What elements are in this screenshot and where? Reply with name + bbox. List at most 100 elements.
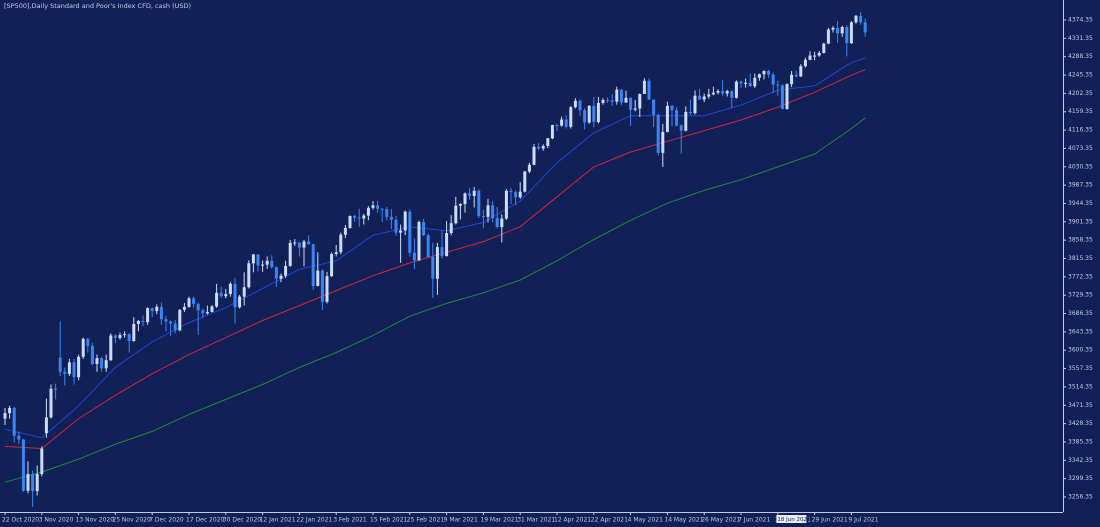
candle-body [339,234,343,253]
candle-body [721,90,725,94]
x-tick-label: 7 Jun 2021 [738,517,770,524]
y-tick-label: 3514.35 [1068,383,1093,390]
candle-body [348,215,352,228]
candle-body [693,95,697,114]
candle-body [173,323,177,331]
candle-body [316,270,320,286]
candle-body [118,335,122,339]
x-tick-label: 9 Jul 2021 [848,517,878,524]
candle-body [150,308,154,312]
candle-body [146,308,150,323]
candle-body [748,82,752,87]
candle-body [293,242,297,244]
candle-body [817,53,821,56]
candle-body [762,70,766,75]
x-tick-label: 12 Apr 2021 [554,517,591,524]
x-tick-label: 14 May 2021 [664,517,703,524]
candle-body [54,388,58,390]
x-tick-label: 30 Dec 2020 [223,517,262,524]
x-tick-label: 25 Feb 2021 [407,517,445,524]
candle-body [251,254,255,264]
x-tick-label: 9 Mar 2021 [444,517,478,524]
x-tick-label: 7 Dec 2020 [149,517,184,524]
y-tick-label: 4202.35 [1068,90,1093,97]
candle-body [679,125,683,131]
candle-body [596,102,600,123]
candle-body [224,294,228,297]
candle-body [527,164,531,172]
candle-body [21,439,25,491]
candle-body [532,146,536,165]
candle-body [311,244,315,286]
candle-body [537,146,541,149]
candle-body [141,320,145,323]
candle-body [468,193,472,196]
x-tick-label: 26 May 2021 [701,517,740,524]
candle-body [302,241,306,248]
candle-body [353,215,357,218]
candle-body [491,205,495,219]
candle-body [95,358,99,365]
y-tick-label: 3342.35 [1068,457,1093,464]
candle-body [799,66,803,77]
candle-body [49,388,53,418]
candle-body [320,270,324,302]
candle-body [601,99,605,103]
candle-body [8,407,12,414]
y-tick-label: 3987.35 [1068,182,1093,189]
candle-body [730,90,734,98]
candle-body [72,362,76,378]
x-tick-label: 29 Jun 2021 [812,517,848,524]
x-tick-label: 25 Nov 2020 [112,517,151,524]
candle-body [426,235,430,257]
x-tick-label: 31 Mar 2021 [517,517,555,524]
y-tick-label: 3772.35 [1068,273,1093,280]
candle-body [863,22,867,33]
candle-body [155,306,159,312]
y-tick-label: 3471.35 [1068,402,1093,409]
candle-body [58,357,62,372]
candle-body [435,247,439,279]
candle-body [550,125,554,139]
candle-body [417,221,421,261]
x-tick-label: 3 Nov 2020 [39,517,74,524]
candle-body [90,346,94,365]
candle-body [288,242,292,266]
candle-body [445,233,449,257]
candle-body [859,15,863,23]
y-tick-label: 4073.35 [1068,145,1093,152]
y-tick-label: 3428.35 [1068,420,1093,427]
candle-body [242,287,246,297]
y-tick-label: 3901.35 [1068,218,1093,225]
candle-body [458,204,462,206]
candle-body [247,263,251,288]
candle-body [380,208,384,210]
candle-body [362,215,366,219]
candle-body [164,319,168,322]
candle-body [431,256,435,279]
candle-body [325,276,329,302]
time-marker-box [776,515,807,523]
y-tick-label: 3600.35 [1068,347,1093,354]
candle-body [422,221,426,236]
candle-body [670,105,674,111]
candle-body [624,97,628,103]
candle-body [716,90,720,93]
candle-body [44,417,48,434]
candle-body [854,15,858,23]
candle-body [371,205,375,208]
candle-body [343,227,347,235]
y-tick-label: 3256.35 [1068,493,1093,500]
candle-body [40,448,44,475]
candle-body [610,100,614,102]
candle-body [366,207,370,216]
y-tick-label: 3686.35 [1068,310,1093,317]
candle-body [408,211,412,253]
candle-body [454,205,458,224]
candle-body [440,247,444,257]
candle-body [711,92,715,95]
y-tick-label: 4245.35 [1068,72,1093,79]
candle-body [357,217,361,219]
candle-body [297,242,301,248]
candle-body [201,310,205,314]
